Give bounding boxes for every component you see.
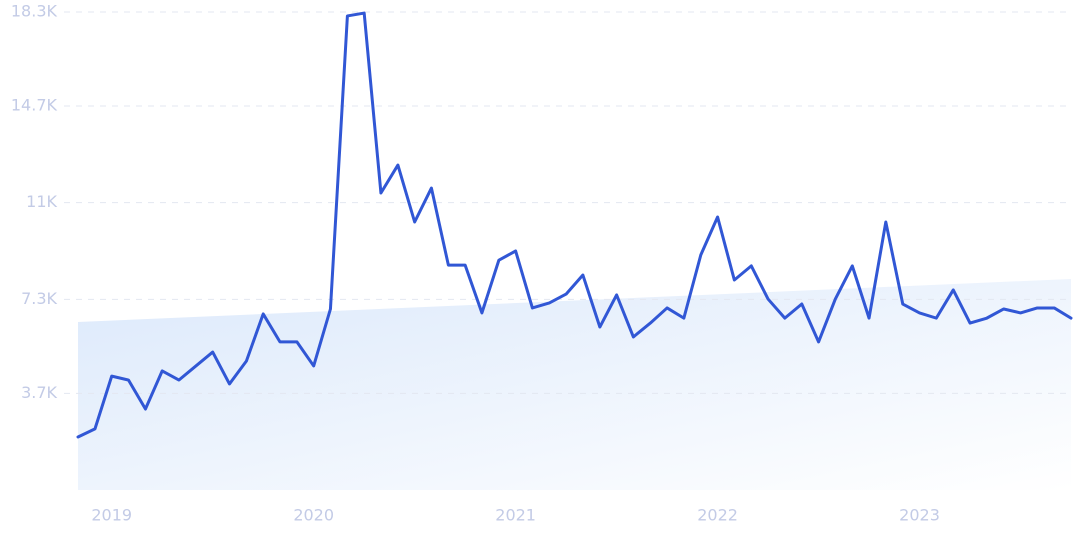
y-tick-label: 3.7K (21, 383, 57, 402)
y-tick-label: 14.7K (11, 96, 58, 115)
x-tick-label: 2020 (293, 506, 334, 525)
x-tick-label: 2021 (495, 506, 536, 525)
y-tick-label: 11K (26, 192, 57, 211)
x-tick-label: 2019 (91, 506, 132, 525)
trend-area (78, 278, 1071, 490)
x-tick-label: 2023 (899, 506, 940, 525)
data-line (76, 11, 1073, 439)
y-tick-label: 7.3K (21, 289, 57, 308)
y-tick-label: 18.3K (11, 2, 58, 21)
x-tick-label: 2022 (697, 506, 738, 525)
